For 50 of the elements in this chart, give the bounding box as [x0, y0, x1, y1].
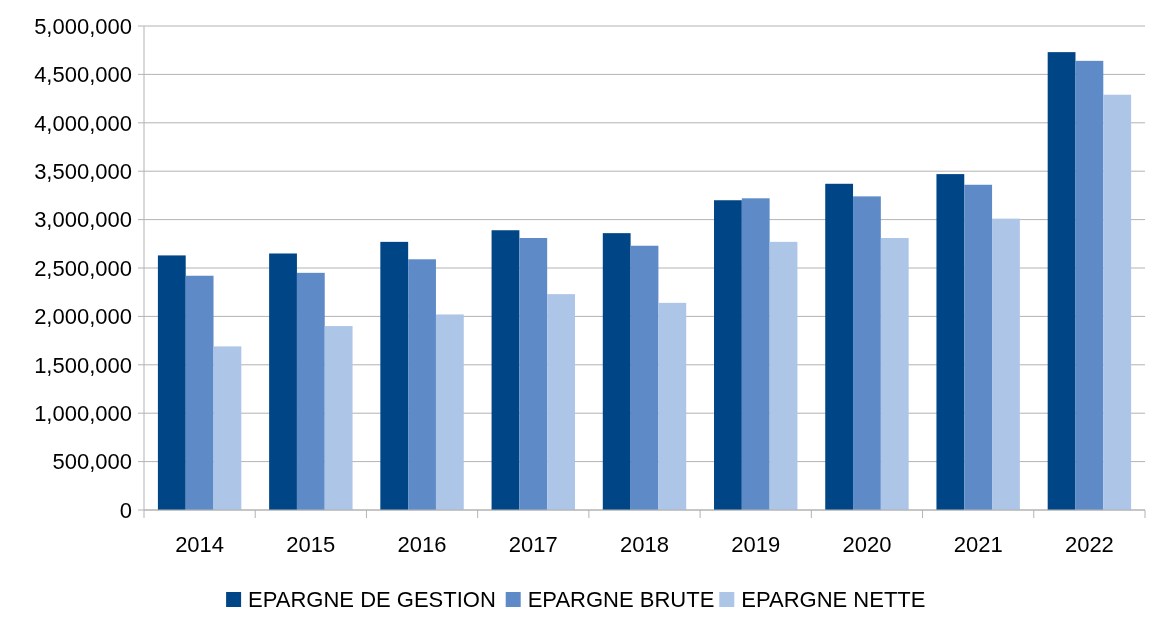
- x-tick-label: 2017: [508, 532, 558, 557]
- x-tick-label: 2018: [620, 532, 669, 557]
- bar: [658, 302, 687, 510]
- bar: [1075, 60, 1104, 510]
- y-tick-label: 2,000,000: [34, 304, 132, 330]
- bar: [1103, 94, 1132, 510]
- bar: [519, 237, 548, 510]
- bar: [324, 326, 353, 510]
- y-tick-label: 4,500,000: [34, 62, 132, 88]
- bar: [185, 275, 214, 510]
- y-tick-label: 3,500,000: [34, 158, 132, 184]
- bar: [769, 241, 798, 510]
- bar: [936, 174, 965, 510]
- y-tick-label: 2,500,000: [34, 255, 132, 281]
- bar: [547, 294, 575, 510]
- bar: [1047, 52, 1076, 510]
- legend-label: EPARGNE DE GESTION: [248, 587, 496, 612]
- y-tick-label: 1,500,000: [34, 352, 132, 378]
- legend-label: EPARGNE BRUTE: [527, 587, 715, 612]
- x-tick-label: 2015: [286, 532, 336, 557]
- bar: [213, 346, 242, 510]
- bar: [435, 314, 464, 510]
- bar: [992, 218, 1020, 510]
- bar: [296, 272, 325, 510]
- bar: [491, 230, 520, 510]
- y-tick-label: 4,000,000: [34, 110, 132, 136]
- x-tick-label: 2019: [731, 532, 781, 557]
- y-tick-label: 3,000,000: [34, 207, 132, 233]
- x-tick-label: 2016: [397, 532, 447, 557]
- bar: [380, 241, 409, 510]
- bar: [825, 183, 854, 510]
- x-tick-label: 2020: [842, 532, 892, 557]
- bar: [853, 196, 881, 510]
- bar: [602, 233, 631, 510]
- bar: [630, 245, 659, 510]
- bar: [880, 237, 909, 510]
- x-tick-label: 2022: [1064, 532, 1114, 557]
- bar: [269, 253, 297, 510]
- bar: [964, 184, 993, 510]
- y-tick-label: 500,000: [52, 449, 132, 475]
- x-tick-label: 2014: [175, 532, 225, 557]
- y-tick-label: 5,000,000: [34, 13, 132, 39]
- bar: [714, 200, 742, 510]
- y-tick-label: 1,000,000: [34, 400, 132, 426]
- y-tick-label: 0: [119, 497, 132, 523]
- legend-label: EPARGNE NETTE: [741, 587, 926, 612]
- bar: [157, 255, 186, 510]
- x-tick-label: 2021: [953, 532, 1003, 557]
- bar: [741, 198, 770, 510]
- bar: [408, 259, 436, 510]
